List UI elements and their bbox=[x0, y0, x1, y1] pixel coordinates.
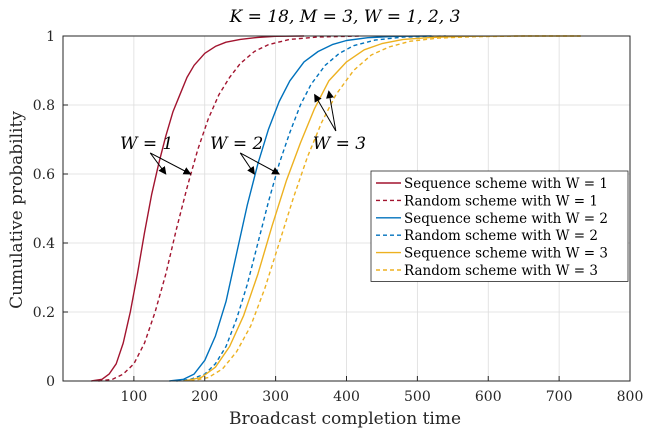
axis-ticks: 100 200 300 400 500 600 700 800 0 0.2 0.4 0.6 0.8 1 bbox=[33, 29, 644, 405]
y-tick-label: 0.6 bbox=[33, 167, 55, 183]
x-tick-label: 400 bbox=[333, 389, 360, 405]
x-tick-label: 300 bbox=[262, 389, 289, 405]
x-tick-label: 600 bbox=[475, 389, 502, 405]
y-tick-label: 0.4 bbox=[33, 236, 55, 252]
legend-box bbox=[370, 170, 629, 282]
annotation-arrow bbox=[239, 152, 255, 175]
x-tick-label: 100 bbox=[121, 389, 148, 405]
legend-entry: Sequence scheme with W = 2 bbox=[404, 211, 608, 227]
x-tick-label: 800 bbox=[617, 389, 644, 405]
legend-entry: Random scheme with W = 3 bbox=[404, 263, 598, 279]
annotation-label: W = 3 bbox=[313, 134, 366, 154]
annotation-label: W = 1 bbox=[120, 134, 173, 154]
legend-entry: Sequence scheme with W = 3 bbox=[404, 246, 608, 262]
annotation-arrow bbox=[150, 152, 192, 175]
y-tick-label: 0 bbox=[46, 374, 55, 390]
legend-entry: Random scheme with W = 1 bbox=[404, 193, 598, 209]
y-tick-label: 0.2 bbox=[33, 305, 55, 321]
series-line-6 bbox=[190, 35, 584, 382]
annotations: W = 1 W = 2 W = 3 bbox=[120, 90, 366, 175]
y-tick-label: 0.8 bbox=[33, 98, 55, 114]
annotation-arrow bbox=[149, 152, 167, 175]
series-line-1 bbox=[91, 35, 305, 382]
annotation-label: W = 2 bbox=[210, 134, 263, 154]
x-axis-label: Broadcast completion time bbox=[229, 409, 461, 429]
x-tick-label: 500 bbox=[404, 389, 431, 405]
annotation-arrow bbox=[326, 90, 337, 132]
annotation-arrow bbox=[314, 93, 337, 132]
x-tick-label: 700 bbox=[546, 389, 573, 405]
series-line-3 bbox=[169, 35, 432, 382]
series-line-5 bbox=[183, 35, 581, 382]
series-lines bbox=[91, 35, 584, 382]
y-axis-label: Cumulative probability bbox=[7, 111, 27, 309]
y-tick-label: 1 bbox=[46, 29, 55, 45]
chart-title: K = 18, M = 3, W = 1, 2, 3 bbox=[229, 7, 461, 27]
legend-entry: Random scheme with W = 2 bbox=[404, 228, 598, 244]
series-line-4 bbox=[176, 35, 446, 382]
annotation-arrow bbox=[240, 152, 281, 175]
x-tick-label: 200 bbox=[191, 389, 218, 405]
series-line-2 bbox=[98, 35, 361, 382]
legend-entry: Sequence scheme with W = 1 bbox=[404, 176, 608, 192]
